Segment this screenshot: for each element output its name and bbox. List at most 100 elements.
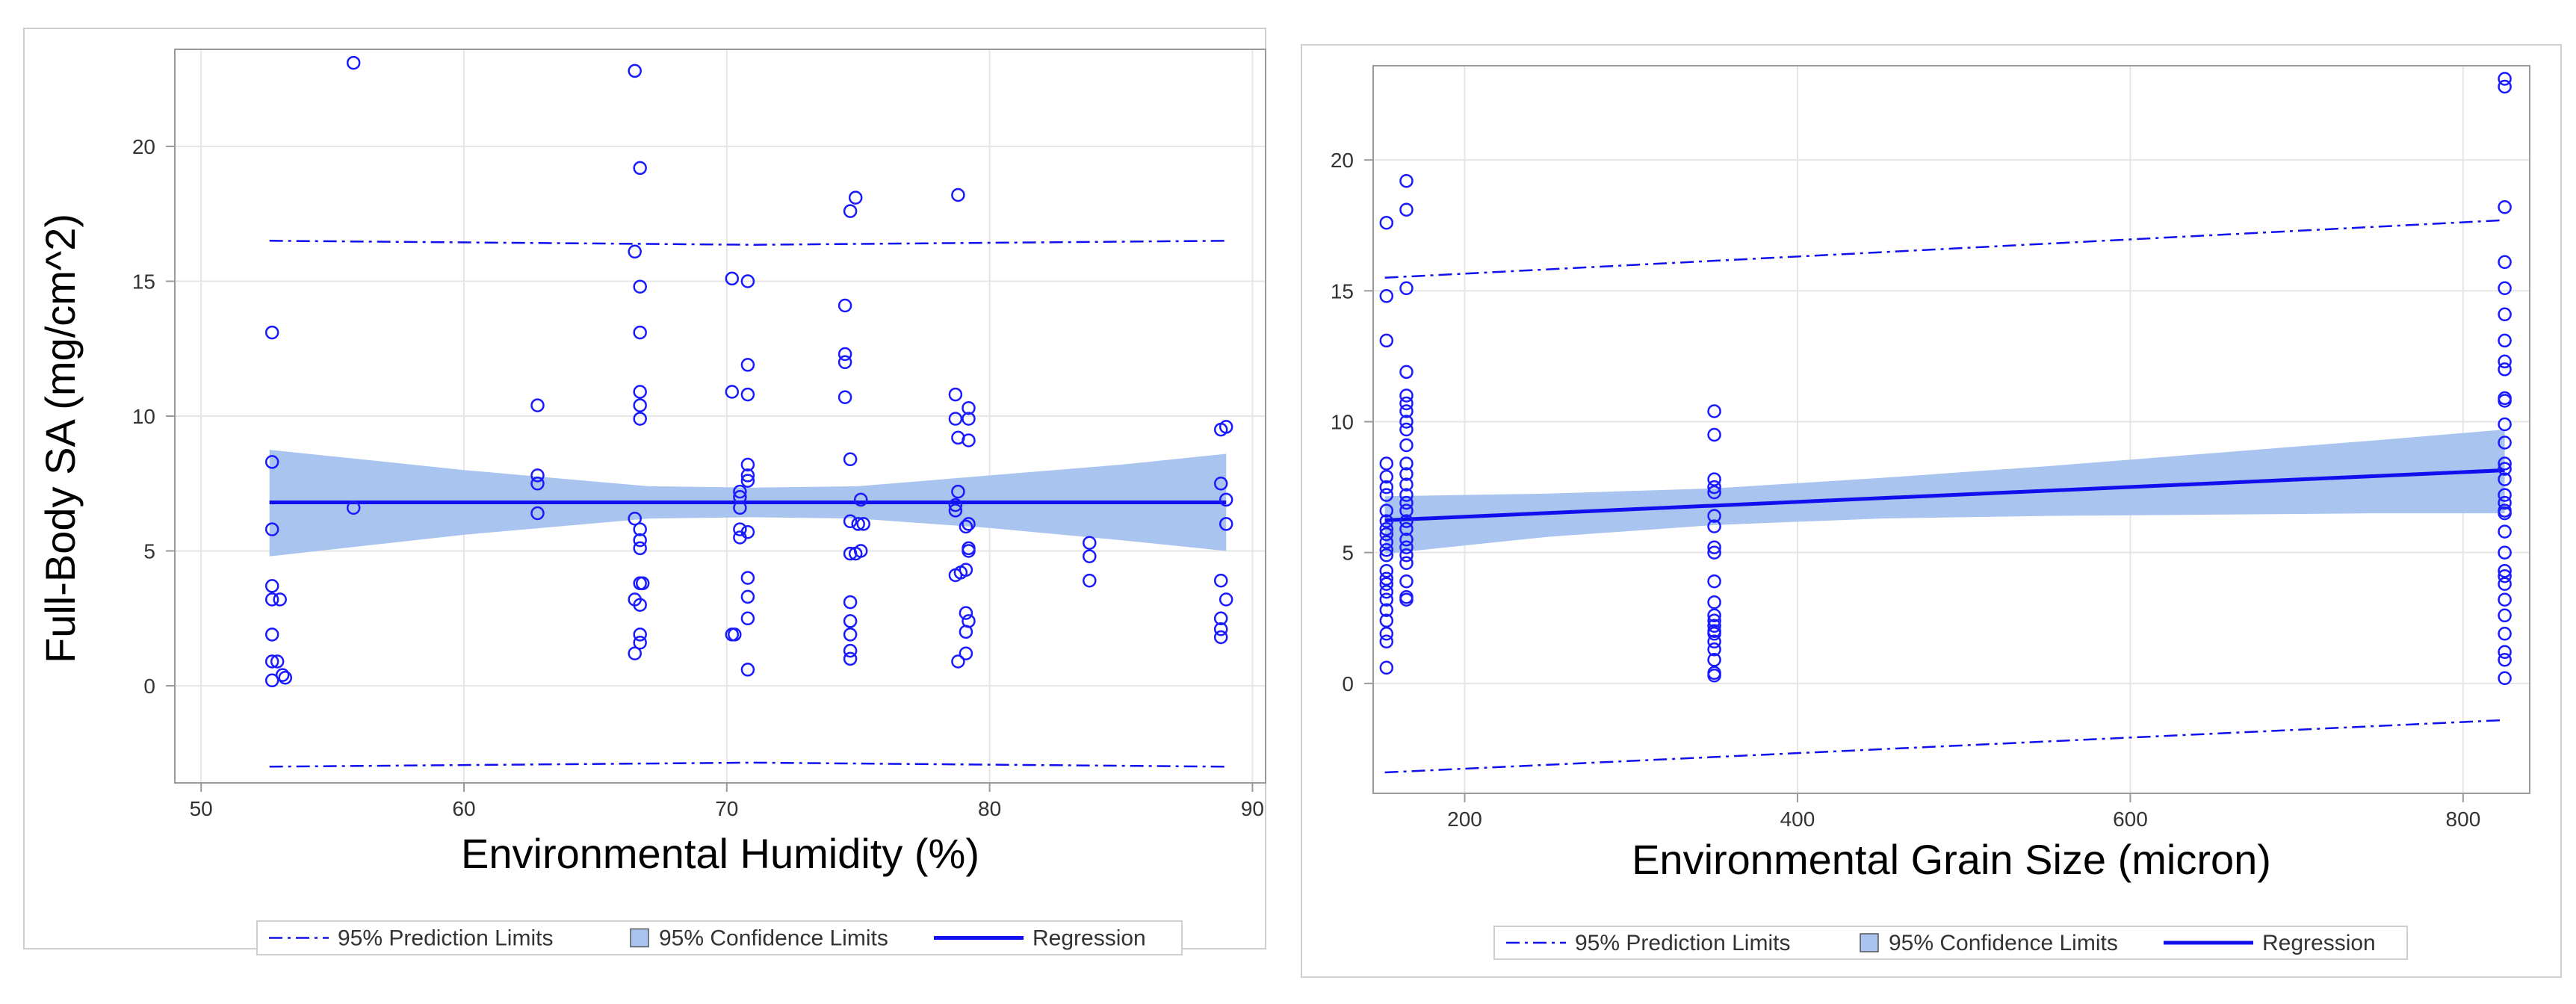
data-point <box>633 636 647 650</box>
data-point <box>1213 573 1228 588</box>
data-point <box>1379 527 1394 542</box>
data-point <box>633 412 647 426</box>
data-point <box>951 188 965 202</box>
data-point <box>1379 480 1394 495</box>
data-point <box>843 514 858 529</box>
data-point <box>2498 472 2512 486</box>
data-point <box>1379 571 1394 586</box>
data-point <box>843 595 858 610</box>
data-point <box>1379 627 1394 641</box>
data-point <box>951 484 965 499</box>
data-point <box>1707 519 1721 533</box>
data-point <box>1707 480 1721 495</box>
data-point <box>962 400 976 415</box>
y-tick-label: 10 <box>132 405 155 428</box>
data-point <box>837 390 852 404</box>
data-point <box>2498 255 2512 270</box>
data-point <box>2498 608 2512 623</box>
data-point <box>725 271 740 286</box>
data-point <box>1399 514 1414 528</box>
data-point <box>264 592 279 607</box>
data-point <box>1707 574 1721 589</box>
data-point <box>959 646 973 660</box>
data-point <box>633 541 647 556</box>
data-point <box>2498 645 2512 660</box>
data-point <box>728 628 742 642</box>
data-point <box>1219 517 1233 531</box>
data-point <box>1399 477 1414 492</box>
y-tick-label: 15 <box>132 270 155 293</box>
legend: 95% Prediction Limits 95% Confidence Limi… <box>256 920 1183 955</box>
x-tick-label: 200 <box>1447 808 1482 831</box>
data-point <box>740 457 755 472</box>
data-point <box>2498 333 2512 348</box>
data-point <box>628 244 642 259</box>
data-point <box>1213 611 1228 626</box>
data-point <box>278 670 293 685</box>
data-point <box>843 614 858 628</box>
data-point <box>1083 536 1097 550</box>
data-point <box>1399 467 1414 481</box>
data-point <box>1379 333 1394 348</box>
data-point <box>962 412 976 426</box>
data-point <box>843 651 858 666</box>
data-point <box>1379 456 1394 471</box>
data-point <box>633 398 647 412</box>
data-point <box>1707 627 1721 641</box>
data-point <box>2498 72 2512 86</box>
regression-line <box>1384 468 2505 523</box>
x-tick-label: 70 <box>715 797 738 820</box>
data-point <box>1213 622 1228 636</box>
data-point <box>1379 603 1394 617</box>
data-point <box>1707 669 1721 683</box>
data-point <box>1379 514 1394 528</box>
y-tick-label: 5 <box>1342 542 1354 565</box>
data-point <box>1379 660 1394 675</box>
data-point <box>264 579 279 593</box>
data-point <box>628 646 642 660</box>
data-point <box>1379 634 1394 649</box>
data-point <box>1399 438 1414 453</box>
legend-prediction-label: 95% Prediction Limits <box>1575 931 1790 955</box>
data-point <box>1707 540 1721 554</box>
data-point <box>2498 79 2512 94</box>
data-point <box>1399 488 1414 502</box>
legend-box <box>256 920 1183 955</box>
data-point <box>2498 436 2512 450</box>
data-point <box>270 654 285 669</box>
data-point <box>853 544 868 558</box>
data-point <box>2498 592 2512 607</box>
data-point <box>628 63 642 78</box>
data-point <box>1379 577 1394 591</box>
data-point <box>1399 540 1414 554</box>
data-point <box>948 498 963 512</box>
data-point <box>2498 506 2512 521</box>
legend-confidence-swatch <box>630 928 649 948</box>
legend-regression-label: Regression <box>1032 926 1146 951</box>
data-point <box>837 355 852 370</box>
data-point <box>264 673 279 688</box>
data-point <box>1399 396 1414 411</box>
data-point <box>1379 521 1394 536</box>
data-point <box>1399 422 1414 437</box>
y-tick-label: 20 <box>1331 149 1354 172</box>
data-point <box>1379 535 1394 549</box>
data-point <box>740 387 755 402</box>
x-tick-label: 800 <box>2446 808 2481 831</box>
data-point <box>853 492 868 507</box>
legend-confidence-label: 95% Confidence Limits <box>659 926 888 951</box>
data-point <box>843 452 858 467</box>
data-point <box>740 474 755 488</box>
data-point <box>740 663 755 677</box>
data-point <box>733 490 747 504</box>
legend: 95% Prediction Limits 95% Confidence Limi… <box>1493 926 2408 960</box>
x-tick-label: 600 <box>2113 808 2148 831</box>
data-point <box>962 517 976 531</box>
data-point <box>346 55 361 70</box>
data-point <box>1213 630 1228 645</box>
data-point <box>264 654 279 669</box>
data-point <box>1707 653 1721 667</box>
data-point <box>1707 485 1721 500</box>
data-point <box>633 325 647 340</box>
data-point <box>2498 417 2512 432</box>
